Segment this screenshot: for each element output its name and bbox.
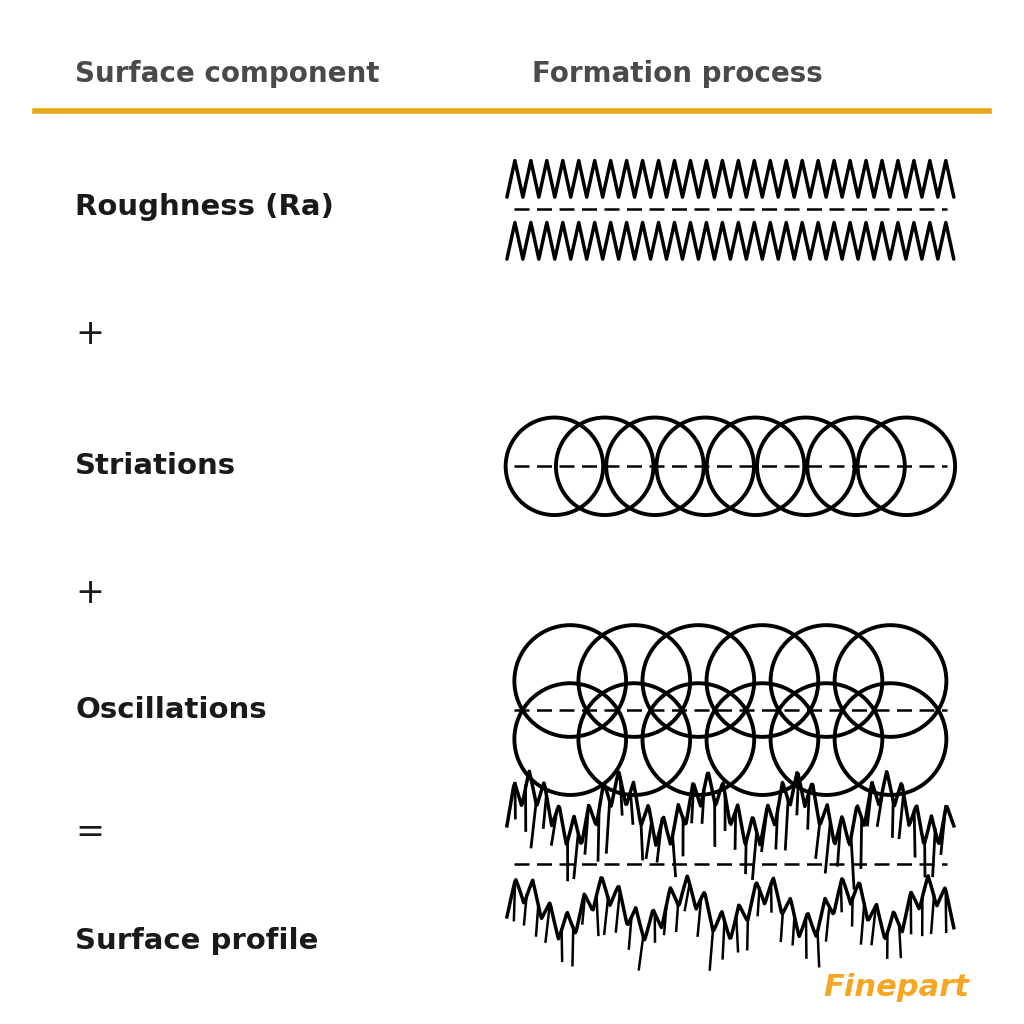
Text: Formation process: Formation process [532, 60, 823, 88]
Text: Striations: Striations [75, 453, 237, 480]
Text: +: + [75, 317, 104, 351]
Text: Surface component: Surface component [75, 60, 380, 88]
Text: +: + [75, 577, 104, 610]
Text: Finepart: Finepart [823, 973, 969, 1001]
Text: Oscillations: Oscillations [75, 696, 267, 724]
Text: Surface profile: Surface profile [75, 927, 318, 954]
Text: Roughness (Ra): Roughness (Ra) [75, 194, 334, 221]
Text: =: = [75, 815, 104, 849]
